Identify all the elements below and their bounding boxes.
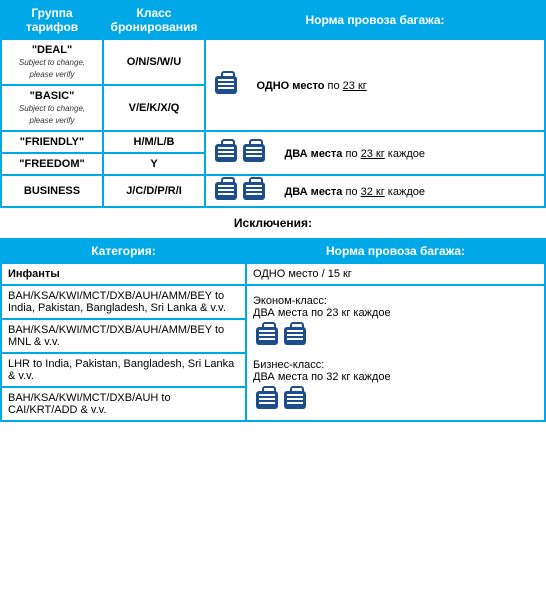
exceptions-title: Исключения: [0, 208, 546, 238]
suitcase-icon [215, 144, 237, 162]
cat-infants: Инфанты [1, 263, 246, 285]
econ-text: ДВА места по 23 кг каждое [253, 307, 538, 319]
header-norm2: Норма провоза багажа: [246, 239, 545, 263]
header-class: Класс бронирования [103, 1, 205, 39]
class-deal: O/N/S/W/U [103, 39, 205, 85]
suitcase-icon [243, 182, 265, 200]
suitcase-icon [215, 182, 237, 200]
biz-label: Бизнес-класс: [253, 359, 538, 371]
class-freedom: Y [103, 153, 205, 175]
cat-route-4: BAH/KSA/KWI/MCT/DXB/AUH to CAI/KRT/ADD &… [1, 387, 246, 421]
fare-freedom: "FREEDOM" [1, 153, 103, 175]
fare-friendly: "FRIENDLY" [1, 131, 103, 153]
fare-deal: "DEAL"Subject to change, please verify [1, 39, 103, 85]
norm-one-23: ОДНО место по 23 кг [205, 39, 545, 131]
biz-text: ДВА места по 32 кг каждое [253, 371, 538, 383]
cat-route-3: LHR to India, Pakistan, Bangladesh, Sri … [1, 353, 246, 387]
header-norm: Норма провоза багажа: [205, 1, 545, 39]
exceptions-table: Категория: Норма провоза багажа: Инфанты… [0, 238, 546, 422]
norm-infants: ОДНО место / 15 кг [246, 263, 545, 285]
suitcase-icon [256, 327, 278, 345]
cat-route-2: BAH/KSA/KWI/MCT/DXB/AUH/AMM/BEY to MNL &… [1, 319, 246, 353]
suitcase-icon [215, 76, 237, 94]
suitcase-icon [256, 391, 278, 409]
class-friendly: H/M/L/B [103, 131, 205, 153]
header-category: Категория: [1, 239, 246, 263]
fare-basic: "BASIC"Subject to change, please verify [1, 85, 103, 131]
class-business: J/C/D/P/R/I [103, 175, 205, 207]
suitcase-icon [243, 144, 265, 162]
econ-label: Эконом-класс: [253, 295, 538, 307]
fare-table: Группа тарифов Класс бронирования Норма … [0, 0, 546, 208]
suitcase-icon [284, 327, 306, 345]
cat-route-1: BAH/KSA/KWI/MCT/DXB/AUH/AMM/BEY to India… [1, 285, 246, 319]
class-basic: V/E/K/X/Q [103, 85, 205, 131]
header-fare: Группа тарифов [1, 1, 103, 39]
norm-two-32: ДВА места по 32 кг каждое [205, 175, 545, 207]
norm-routes: Эконом-класс: ДВА места по 23 кг каждое … [246, 285, 545, 421]
fare-business: BUSINESS [1, 175, 103, 207]
norm-two-23: ДВА места по 23 кг каждое [205, 131, 545, 175]
suitcase-icon [284, 391, 306, 409]
